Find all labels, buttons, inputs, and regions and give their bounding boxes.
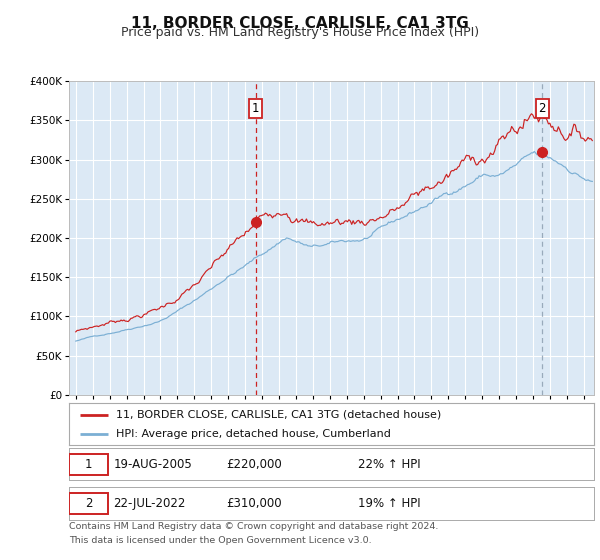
FancyBboxPatch shape: [69, 493, 109, 514]
Text: 11, BORDER CLOSE, CARLISLE, CA1 3TG (detached house): 11, BORDER CLOSE, CARLISLE, CA1 3TG (det…: [116, 409, 442, 419]
Text: £220,000: £220,000: [227, 458, 282, 471]
Text: 22-JUL-2022: 22-JUL-2022: [113, 497, 186, 510]
Text: 2: 2: [539, 102, 546, 115]
Text: HPI: Average price, detached house, Cumberland: HPI: Average price, detached house, Cumb…: [116, 429, 391, 439]
Text: £310,000: £310,000: [227, 497, 282, 510]
Text: 1: 1: [252, 102, 260, 115]
Text: Price paid vs. HM Land Registry's House Price Index (HPI): Price paid vs. HM Land Registry's House …: [121, 26, 479, 39]
Bar: [256, 81, 594, 395]
Text: 19-AUG-2005: 19-AUG-2005: [113, 458, 193, 471]
Text: 11, BORDER CLOSE, CARLISLE, CA1 3TG: 11, BORDER CLOSE, CARLISLE, CA1 3TG: [131, 16, 469, 31]
Text: 1: 1: [85, 458, 92, 471]
Text: 2: 2: [85, 497, 92, 510]
FancyBboxPatch shape: [69, 454, 109, 475]
Text: Contains HM Land Registry data © Crown copyright and database right 2024.: Contains HM Land Registry data © Crown c…: [69, 522, 439, 531]
Text: This data is licensed under the Open Government Licence v3.0.: This data is licensed under the Open Gov…: [69, 536, 371, 545]
Text: 19% ↑ HPI: 19% ↑ HPI: [358, 497, 421, 510]
Text: 22% ↑ HPI: 22% ↑ HPI: [358, 458, 421, 471]
